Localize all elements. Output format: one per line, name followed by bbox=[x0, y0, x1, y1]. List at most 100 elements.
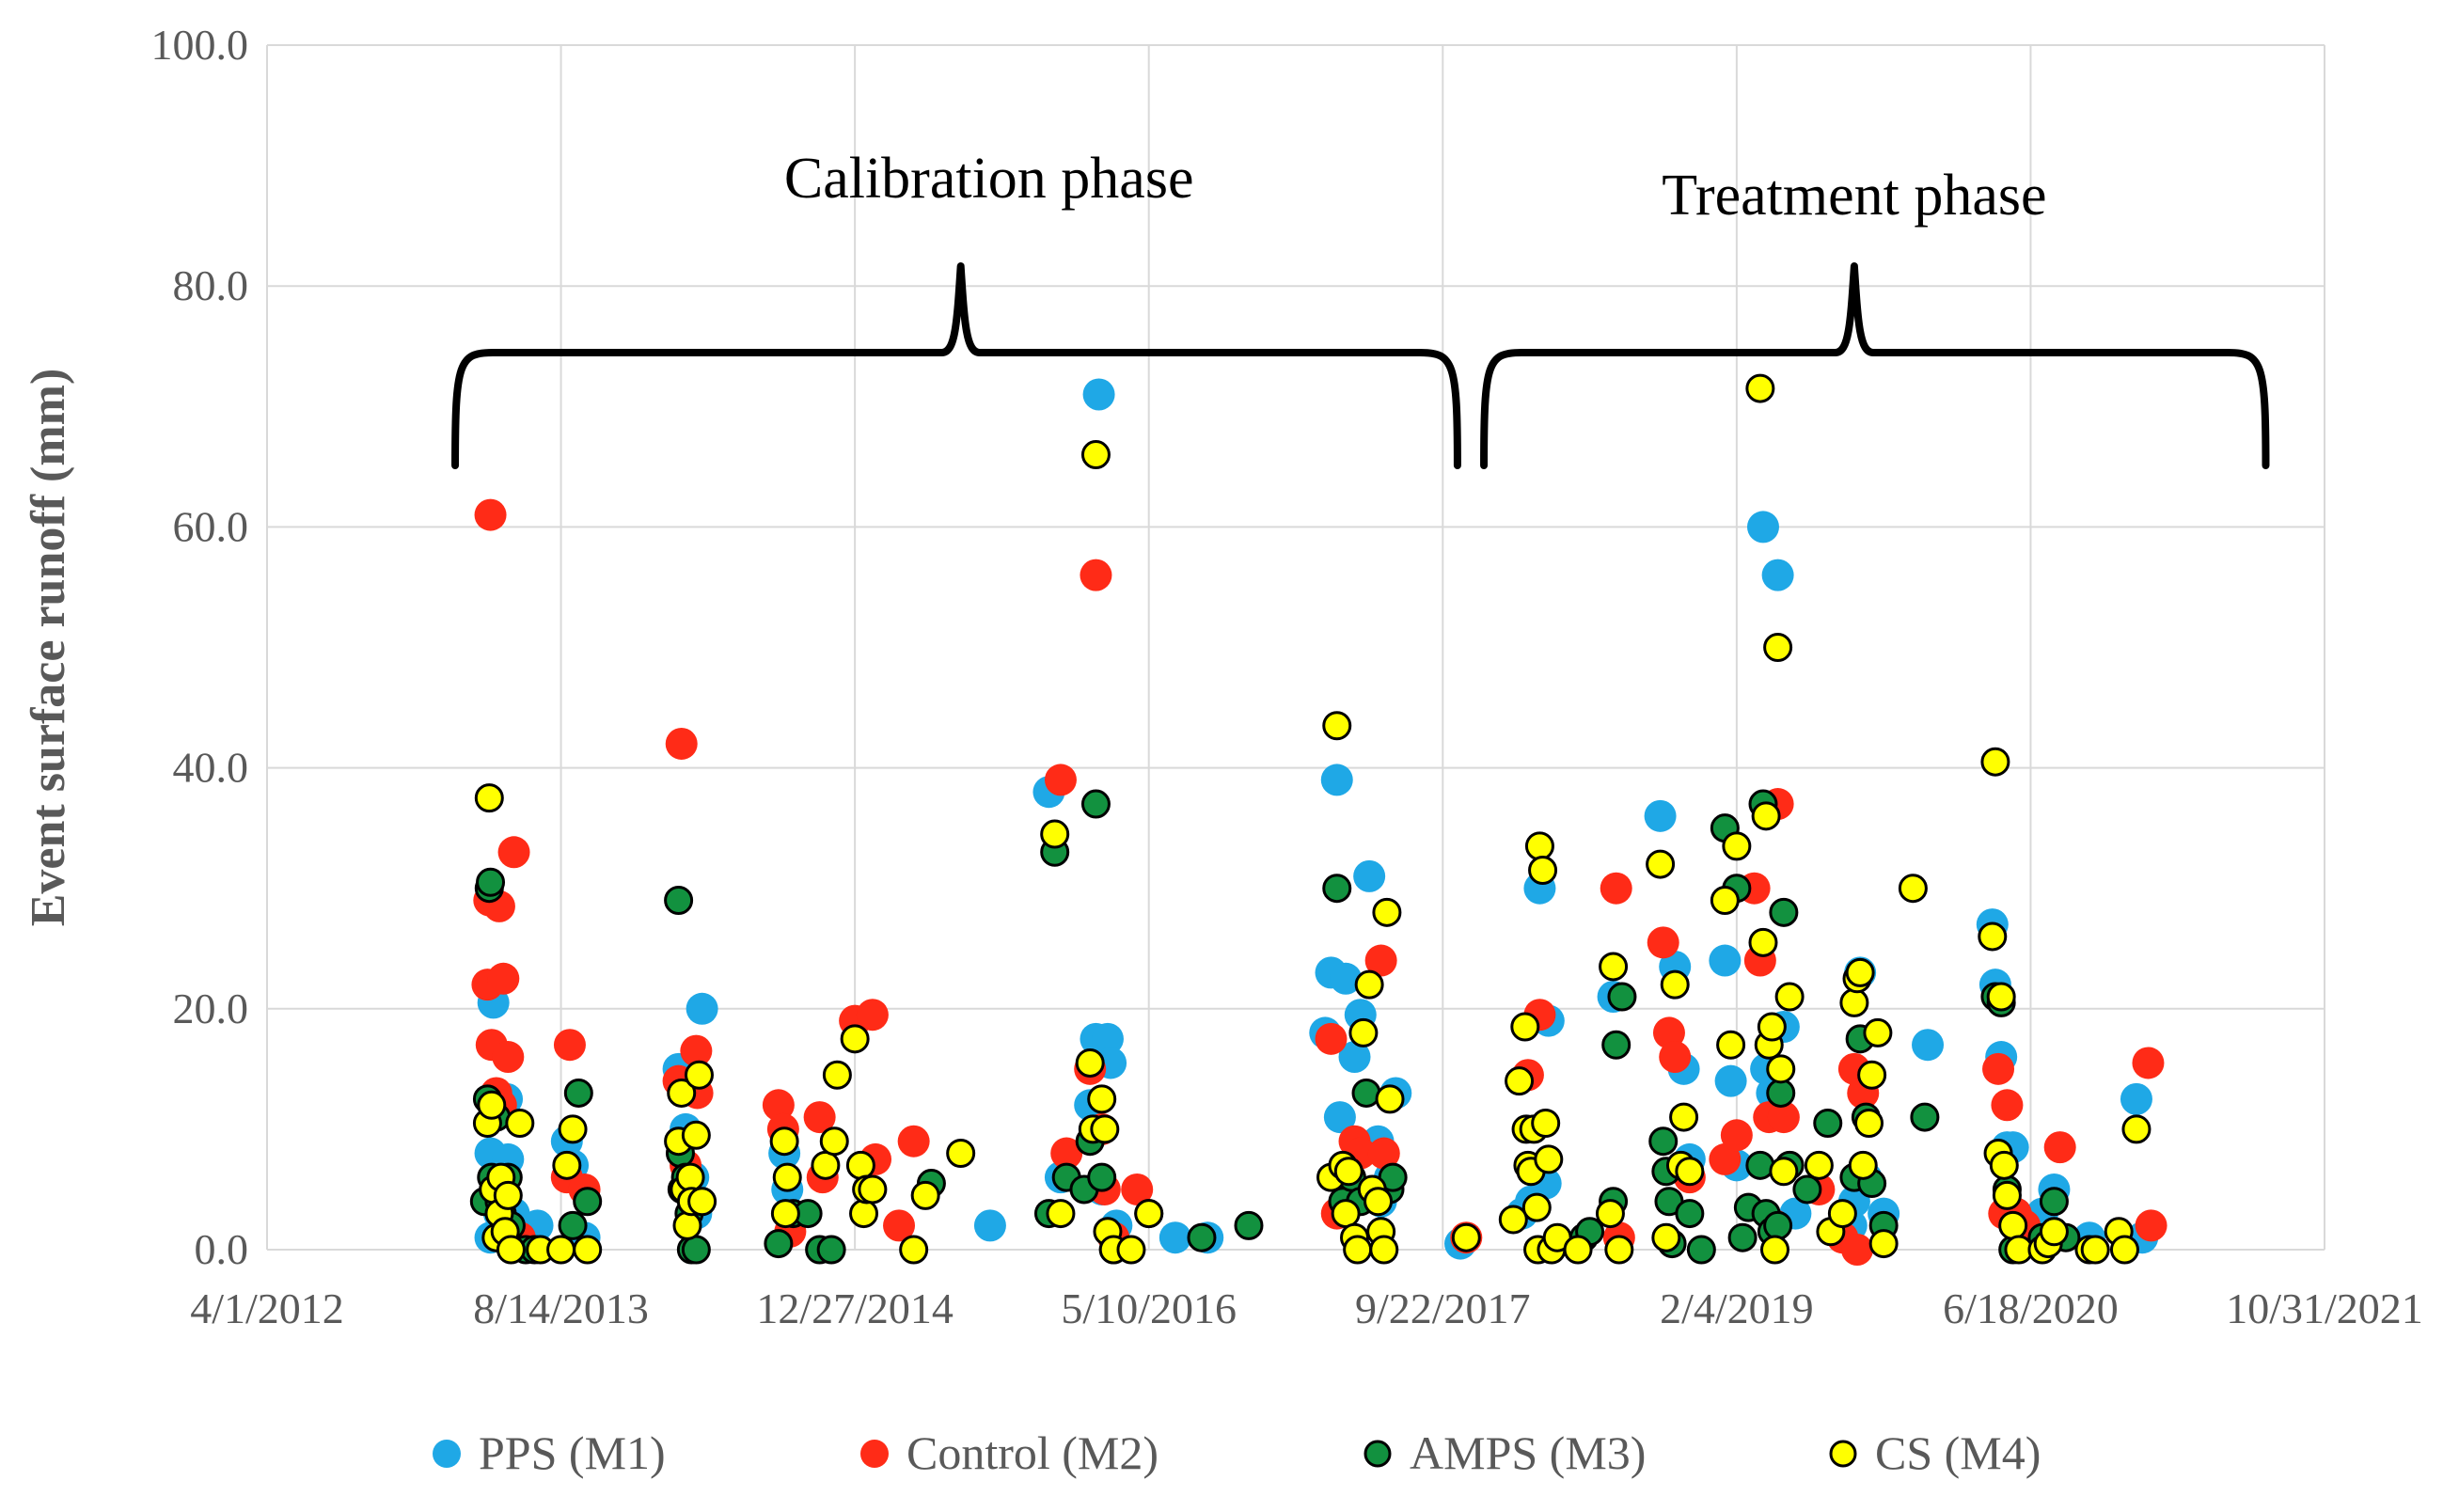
data-point bbox=[665, 727, 698, 760]
data-point bbox=[816, 1235, 846, 1265]
data-point bbox=[1644, 799, 1677, 832]
data-point bbox=[1868, 1229, 1899, 1259]
data-point bbox=[1315, 1022, 1348, 1055]
x-tick-label: 2/4/2019 bbox=[1660, 1284, 1814, 1332]
data-point bbox=[1524, 831, 1554, 861]
data-point bbox=[1716, 1030, 1746, 1060]
data-point bbox=[1322, 874, 1352, 904]
data-point bbox=[1839, 987, 1869, 1017]
data-point bbox=[680, 1034, 713, 1067]
data-point bbox=[1912, 1029, 1945, 1062]
data-point bbox=[845, 1150, 875, 1180]
data-point bbox=[1989, 1150, 2019, 1180]
x-tick-label: 9/22/2017 bbox=[1355, 1284, 1531, 1332]
data-point bbox=[1766, 1054, 1796, 1084]
data-point bbox=[1766, 1078, 1796, 1108]
data-point bbox=[2039, 1217, 2069, 1247]
data-point bbox=[1534, 1144, 1564, 1174]
data-point bbox=[1372, 897, 1402, 927]
data-point bbox=[1857, 1060, 1887, 1090]
data-point bbox=[1651, 1222, 1681, 1252]
data-point bbox=[946, 1139, 976, 1169]
data-point bbox=[1998, 1210, 2028, 1240]
data-points bbox=[469, 373, 2167, 1266]
legend-label: PPS (M1) bbox=[479, 1426, 666, 1479]
data-point bbox=[496, 1235, 526, 1265]
data-point bbox=[973, 1209, 1006, 1242]
data-point bbox=[1343, 1235, 1373, 1265]
data-point bbox=[1763, 1210, 1793, 1240]
data-point bbox=[1364, 944, 1397, 977]
phase-brace bbox=[1480, 262, 2270, 469]
x-tick-label: 10/31/2021 bbox=[2226, 1284, 2423, 1332]
data-point bbox=[1354, 969, 1384, 1000]
data-point bbox=[1322, 711, 1352, 741]
data-point bbox=[1353, 859, 1386, 892]
data-point bbox=[811, 1150, 841, 1180]
data-point bbox=[1348, 1017, 1379, 1047]
y-axis-title: Event surface runoff (mm) bbox=[22, 369, 75, 927]
data-point bbox=[1330, 962, 1363, 995]
data-point bbox=[1331, 1199, 1361, 1229]
data-point bbox=[849, 1199, 879, 1229]
data-point bbox=[675, 1162, 705, 1192]
phase-annotations: Calibration phase Treatment phase bbox=[451, 147, 2270, 469]
data-point bbox=[684, 1060, 714, 1090]
data-point bbox=[2039, 1187, 2069, 1217]
x-tick-label: 4/1/2012 bbox=[190, 1284, 344, 1332]
data-point bbox=[1375, 1084, 1405, 1114]
data-point bbox=[1751, 801, 1781, 831]
data-point bbox=[1863, 1017, 1893, 1047]
x-tick-label: 6/18/2020 bbox=[1943, 1284, 2119, 1332]
data-point bbox=[1498, 1205, 1528, 1235]
data-point bbox=[1647, 926, 1679, 959]
data-point bbox=[497, 836, 530, 869]
data-point bbox=[546, 1235, 576, 1265]
data-point bbox=[856, 999, 889, 1032]
y-tick-label: 60.0 bbox=[173, 502, 249, 550]
series-0 bbox=[474, 378, 2159, 1260]
data-point bbox=[2132, 1047, 2165, 1079]
data-point bbox=[1992, 1180, 2022, 1210]
legend-label: AMPS (M3) bbox=[1410, 1426, 1646, 1479]
data-point bbox=[573, 1187, 603, 1217]
data-point bbox=[1709, 1142, 1742, 1175]
data-point bbox=[487, 962, 520, 995]
data-point bbox=[1599, 952, 1629, 982]
data-point bbox=[1646, 849, 1676, 879]
data-point bbox=[474, 783, 504, 813]
data-point bbox=[1761, 559, 1794, 591]
data-point bbox=[1709, 944, 1742, 977]
data-point bbox=[681, 1120, 711, 1150]
data-point bbox=[474, 498, 507, 531]
data-point bbox=[772, 1162, 802, 1192]
data-point bbox=[573, 1235, 603, 1265]
data-point bbox=[1451, 1222, 1481, 1252]
data-point bbox=[762, 1089, 795, 1122]
data-point bbox=[1510, 1012, 1540, 1042]
data-point bbox=[558, 1114, 588, 1144]
data-point bbox=[552, 1150, 582, 1180]
data-point bbox=[1792, 1174, 1822, 1205]
data-point bbox=[664, 886, 694, 916]
gridlines bbox=[266, 44, 2325, 1251]
data-point bbox=[764, 1229, 794, 1259]
x-tick-label: 5/10/2016 bbox=[1061, 1284, 1237, 1332]
data-point bbox=[686, 992, 718, 1025]
data-point bbox=[1528, 855, 1558, 885]
data-point bbox=[1050, 1137, 1083, 1170]
data-point bbox=[1601, 1030, 1631, 1060]
phase-label: Treatment phase bbox=[1662, 164, 2046, 228]
data-point bbox=[1769, 1157, 1799, 1187]
data-point bbox=[1746, 511, 1779, 543]
data-point bbox=[1369, 1235, 1399, 1265]
data-point bbox=[1121, 1173, 1154, 1205]
data-point bbox=[1845, 957, 1875, 987]
data-point bbox=[1660, 969, 1690, 1000]
data-point bbox=[1652, 1016, 1685, 1049]
data-point bbox=[1978, 921, 2008, 952]
data-point bbox=[899, 1235, 929, 1265]
data-point bbox=[2080, 1235, 2110, 1265]
data-point bbox=[1659, 1041, 1692, 1074]
data-point bbox=[1991, 1089, 2024, 1122]
